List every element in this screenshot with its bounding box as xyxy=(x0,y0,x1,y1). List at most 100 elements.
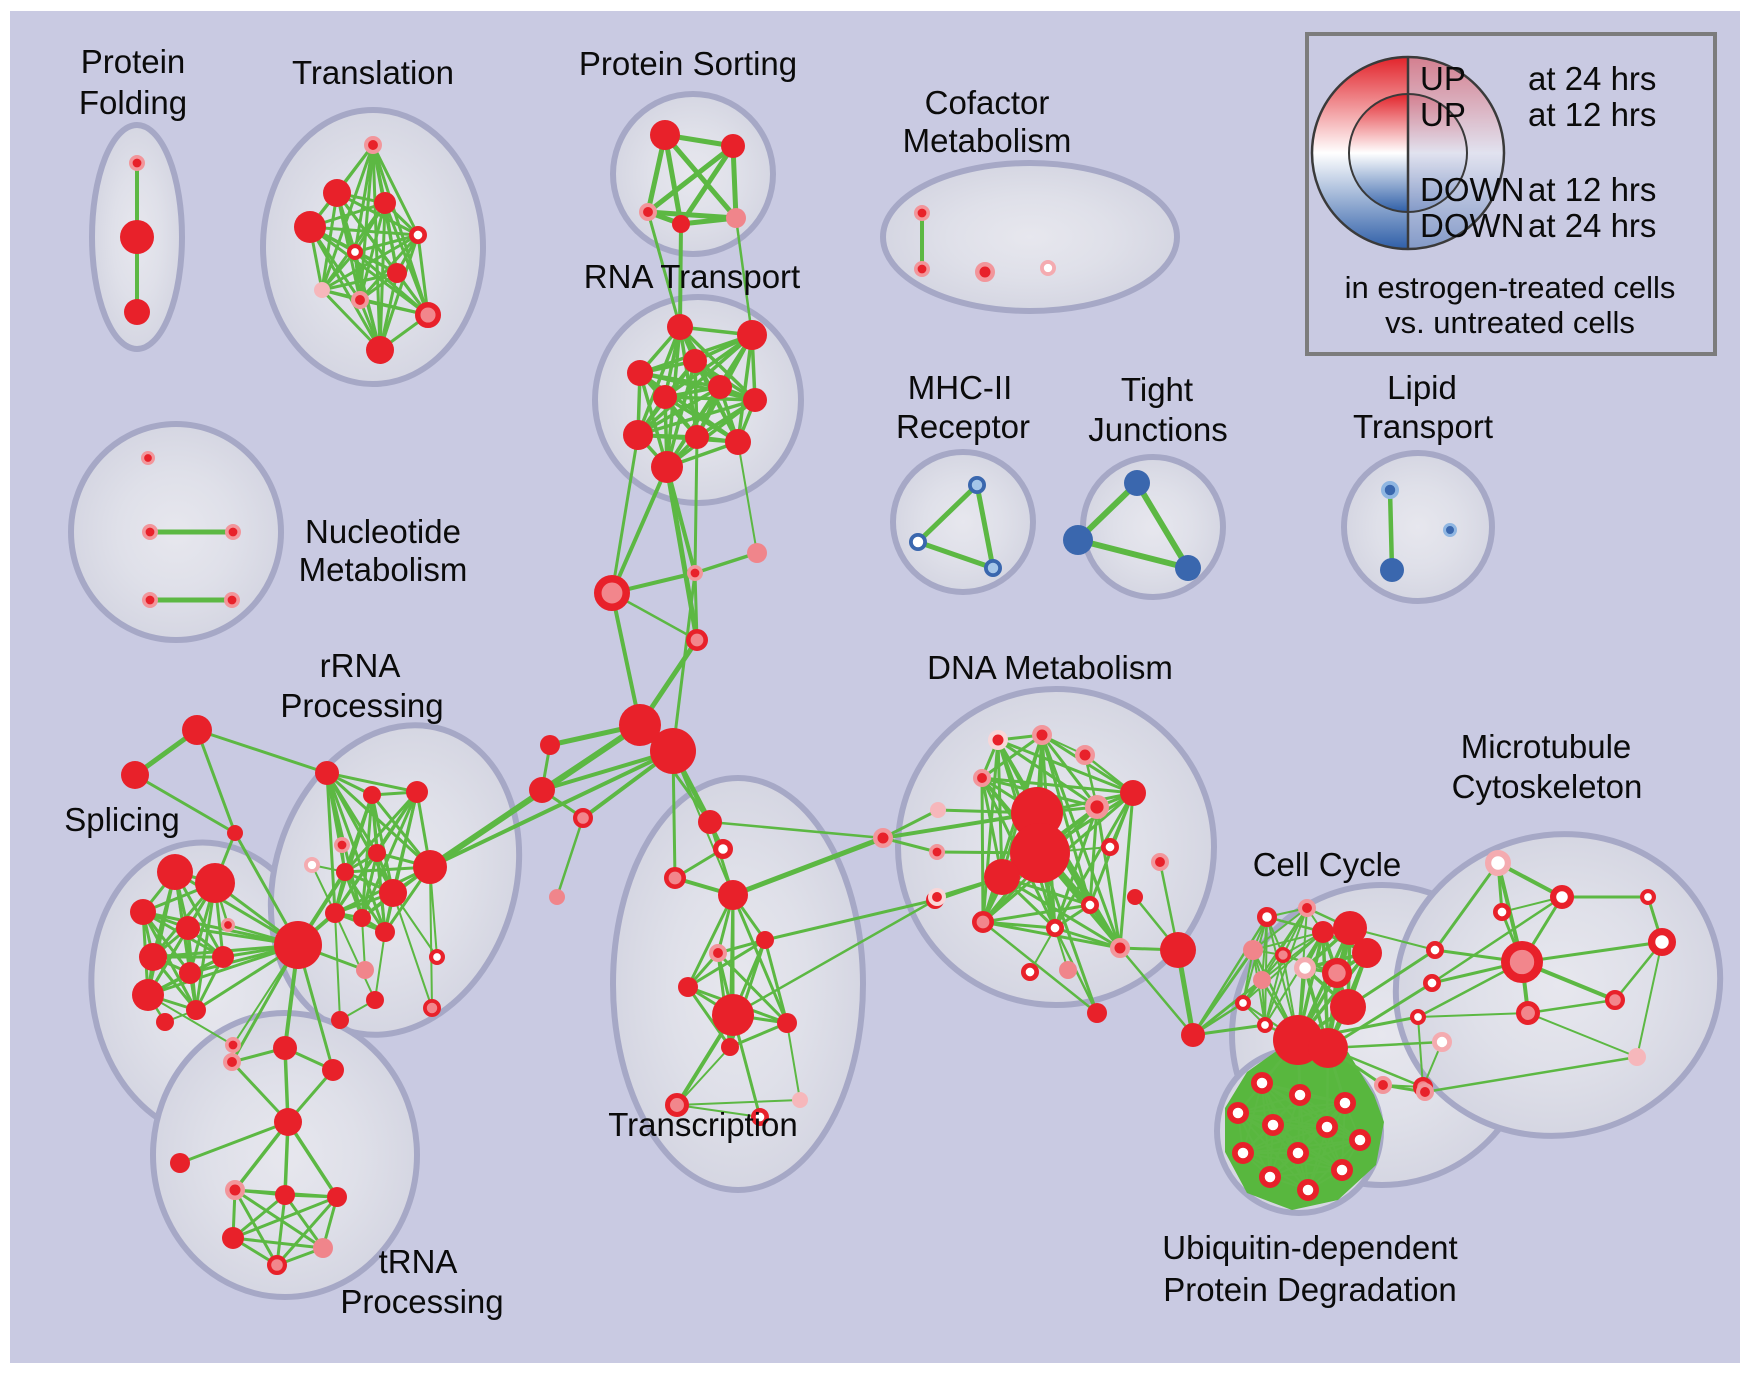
node-cc1 xyxy=(1298,899,1317,918)
node-ch2 xyxy=(747,543,767,563)
legend-down-24-label: DOWN xyxy=(1420,207,1525,244)
node-mt3 xyxy=(1501,940,1544,983)
node-dn6 xyxy=(1084,795,1109,820)
node-tj0 xyxy=(1124,470,1150,496)
node-tx12 xyxy=(792,1092,808,1108)
cluster-label-tight-junctions: Tight xyxy=(1120,371,1194,408)
node-rt10 xyxy=(725,429,751,455)
cluster-label-cofactor: Metabolism xyxy=(902,122,1072,159)
legend-up-24-time: at 24 hrs xyxy=(1528,60,1657,97)
node-sp1 xyxy=(195,863,235,903)
node-nu0 xyxy=(140,451,155,466)
node-rr9 xyxy=(325,903,345,923)
node-cc14 xyxy=(1308,1028,1348,1068)
node-tx7 xyxy=(712,994,754,1036)
cluster-label-trna: tRNA xyxy=(378,1243,458,1280)
cluster-label-lipid-transport: Transport xyxy=(1353,408,1493,445)
node-cc18 xyxy=(1432,1032,1453,1053)
cluster-label-mhc: MHC-II xyxy=(907,369,1013,406)
cluster-label-rrna: rRNA xyxy=(319,647,401,684)
cluster-ellipse-lipid xyxy=(1341,450,1495,604)
node-mh1 xyxy=(909,533,928,552)
node-ub5 xyxy=(1315,1115,1338,1138)
legend-caption: in estrogen-treated cells xyxy=(1344,270,1676,305)
node-cc6 xyxy=(1352,938,1382,968)
node-cf2 xyxy=(975,262,995,282)
node-mh0 xyxy=(968,476,987,495)
node-ch1 xyxy=(686,564,703,581)
node-nu3 xyxy=(142,591,159,608)
node-rr8 xyxy=(379,879,407,907)
node-dn4 xyxy=(930,802,946,818)
node-nu2 xyxy=(225,523,242,540)
node-tx1 xyxy=(712,838,733,859)
node-rt5 xyxy=(708,375,732,399)
cluster-label-nucleotide: Metabolism xyxy=(298,551,468,588)
node-tn4 xyxy=(170,1153,190,1173)
node-sp4 xyxy=(220,918,235,933)
node-ps0 xyxy=(650,120,680,150)
node-tn2 xyxy=(322,1059,344,1081)
cluster-label-protein-folding: Folding xyxy=(78,84,188,121)
node-pk0 xyxy=(1374,1076,1393,1095)
node-sp10 xyxy=(156,1013,174,1031)
node-rt4 xyxy=(653,385,677,409)
node-lg1 xyxy=(529,777,555,803)
node-sp3 xyxy=(176,916,200,940)
node-pf0 xyxy=(129,155,146,172)
node-mt6 xyxy=(1639,889,1656,906)
node-tx0 xyxy=(698,810,722,834)
node-tx3 xyxy=(718,880,748,910)
node-tx4 xyxy=(756,931,774,949)
node-cf0 xyxy=(913,205,930,222)
node-lg3 xyxy=(549,889,565,905)
node-dn9 xyxy=(984,859,1020,895)
node-dn13 xyxy=(1127,889,1143,905)
node-ub11 xyxy=(1296,1178,1319,1201)
node-rt0 xyxy=(667,314,693,340)
node-tn8 xyxy=(222,1227,244,1249)
node-tx2 xyxy=(663,866,686,889)
node-ub3 xyxy=(1226,1101,1249,1124)
cluster-label-translation: Translation xyxy=(291,54,455,91)
node-sp0 xyxy=(157,854,193,890)
node-dn15 xyxy=(971,910,994,933)
node-ub7 xyxy=(1231,1141,1254,1164)
node-cc11 xyxy=(1330,989,1366,1025)
node-tg1 xyxy=(121,761,149,789)
node-ub4 xyxy=(1261,1113,1284,1136)
node-tx5 xyxy=(709,944,728,963)
node-sp6 xyxy=(179,962,201,984)
node-tr8 xyxy=(350,290,369,309)
legend-up-24-label: UP xyxy=(1420,60,1466,97)
cluster-label-transcription: Transcription xyxy=(608,1106,798,1143)
node-cc4 xyxy=(1243,940,1263,960)
node-rr3 xyxy=(333,836,350,853)
node-ub2 xyxy=(1333,1091,1356,1114)
node-dn10 xyxy=(928,843,945,860)
node-dn5 xyxy=(1120,780,1146,806)
node-tn7 xyxy=(327,1187,347,1207)
node-rt9 xyxy=(651,451,683,483)
node-tx10 xyxy=(665,1093,690,1118)
node-cc5 xyxy=(1275,946,1292,963)
node-cc0 xyxy=(1256,906,1277,927)
node-dn22 xyxy=(1087,1003,1107,1023)
node-rr6 xyxy=(413,850,447,884)
node-sp8 xyxy=(132,979,164,1011)
node-sb xyxy=(274,921,322,969)
node-ps2 xyxy=(639,202,658,221)
node-sp9 xyxy=(186,1000,206,1020)
cluster-label-ubiquitin: Ubiquitin-dependent xyxy=(1162,1229,1458,1266)
cluster-label-protein-sorting: Protein Sorting xyxy=(578,45,798,82)
node-mt0 xyxy=(1484,849,1511,876)
node-rr2 xyxy=(406,781,428,803)
node-cc9 xyxy=(1253,971,1271,989)
node-lp0 xyxy=(1381,481,1400,500)
node-tx8 xyxy=(777,1013,797,1033)
cluster-label-trna: Processing xyxy=(340,1283,504,1320)
node-nu1 xyxy=(142,523,159,540)
node-tx6 xyxy=(678,977,698,997)
cluster-label-lipid-transport: Lipid xyxy=(1387,369,1457,406)
